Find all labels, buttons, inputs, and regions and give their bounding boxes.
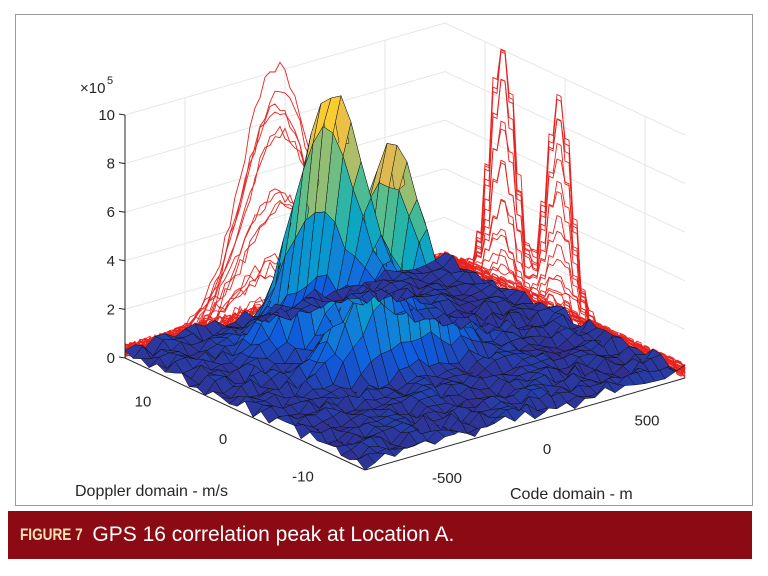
z-tick-label: 2 bbox=[107, 301, 115, 318]
z-tick-mark bbox=[118, 307, 126, 310]
z-tick-label: 8 bbox=[107, 156, 115, 173]
z-tick-mark bbox=[118, 356, 126, 359]
z-exponent: 5 bbox=[107, 75, 113, 87]
doppler-projection-curve bbox=[444, 228, 686, 378]
figure-caption: FIGURE 7 GPS 16 correlation peak at Loca… bbox=[8, 511, 752, 559]
y-tick-label: 0 bbox=[219, 431, 227, 448]
axes: 0 2 4 6 8 10 10 0 -10 -500 0 500 bbox=[98, 107, 686, 487]
y-tick-label: 10 bbox=[135, 394, 152, 411]
x-tick-label: 0 bbox=[543, 441, 551, 458]
z-tick-mark bbox=[118, 259, 126, 262]
surface-plot: 0 2 4 6 8 10 10 0 -10 -500 0 500 ×10 5 Doppler doma… bbox=[75, 22, 686, 503]
z-tick-mark bbox=[118, 210, 126, 213]
x-axis-label: Code domain - m bbox=[510, 486, 633, 503]
x-tick-label: 500 bbox=[634, 412, 659, 429]
surface-mesh bbox=[124, 94, 686, 471]
z-tick-mark bbox=[118, 113, 126, 116]
y-axis-label: Doppler domain - m/s bbox=[75, 483, 228, 500]
doppler-projection-curve bbox=[444, 199, 686, 377]
z-tick-label: 4 bbox=[107, 253, 115, 270]
caption-text: GPS 16 correlation peak at Location A. bbox=[92, 523, 455, 546]
x-tick-label: -500 bbox=[432, 470, 462, 487]
x-axis-line bbox=[364, 377, 686, 471]
z-tick-label: 0 bbox=[107, 350, 115, 367]
caption-number: FIGURE 7 bbox=[20, 525, 83, 544]
z-multiplier: ×10 bbox=[80, 80, 105, 97]
doppler-projection-curve bbox=[444, 159, 686, 374]
z-tick-mark bbox=[118, 162, 126, 165]
z-tick-label: 10 bbox=[98, 107, 115, 124]
z-gridline bbox=[124, 22, 686, 136]
z-gridline bbox=[124, 71, 686, 185]
y-axis-line bbox=[124, 357, 366, 471]
z-tick-label: 6 bbox=[107, 204, 115, 221]
z-gridline bbox=[124, 119, 686, 233]
y-tick-label: -10 bbox=[292, 468, 314, 485]
doppler-projection-curve bbox=[444, 78, 686, 376]
surface-cell bbox=[124, 344, 144, 359]
